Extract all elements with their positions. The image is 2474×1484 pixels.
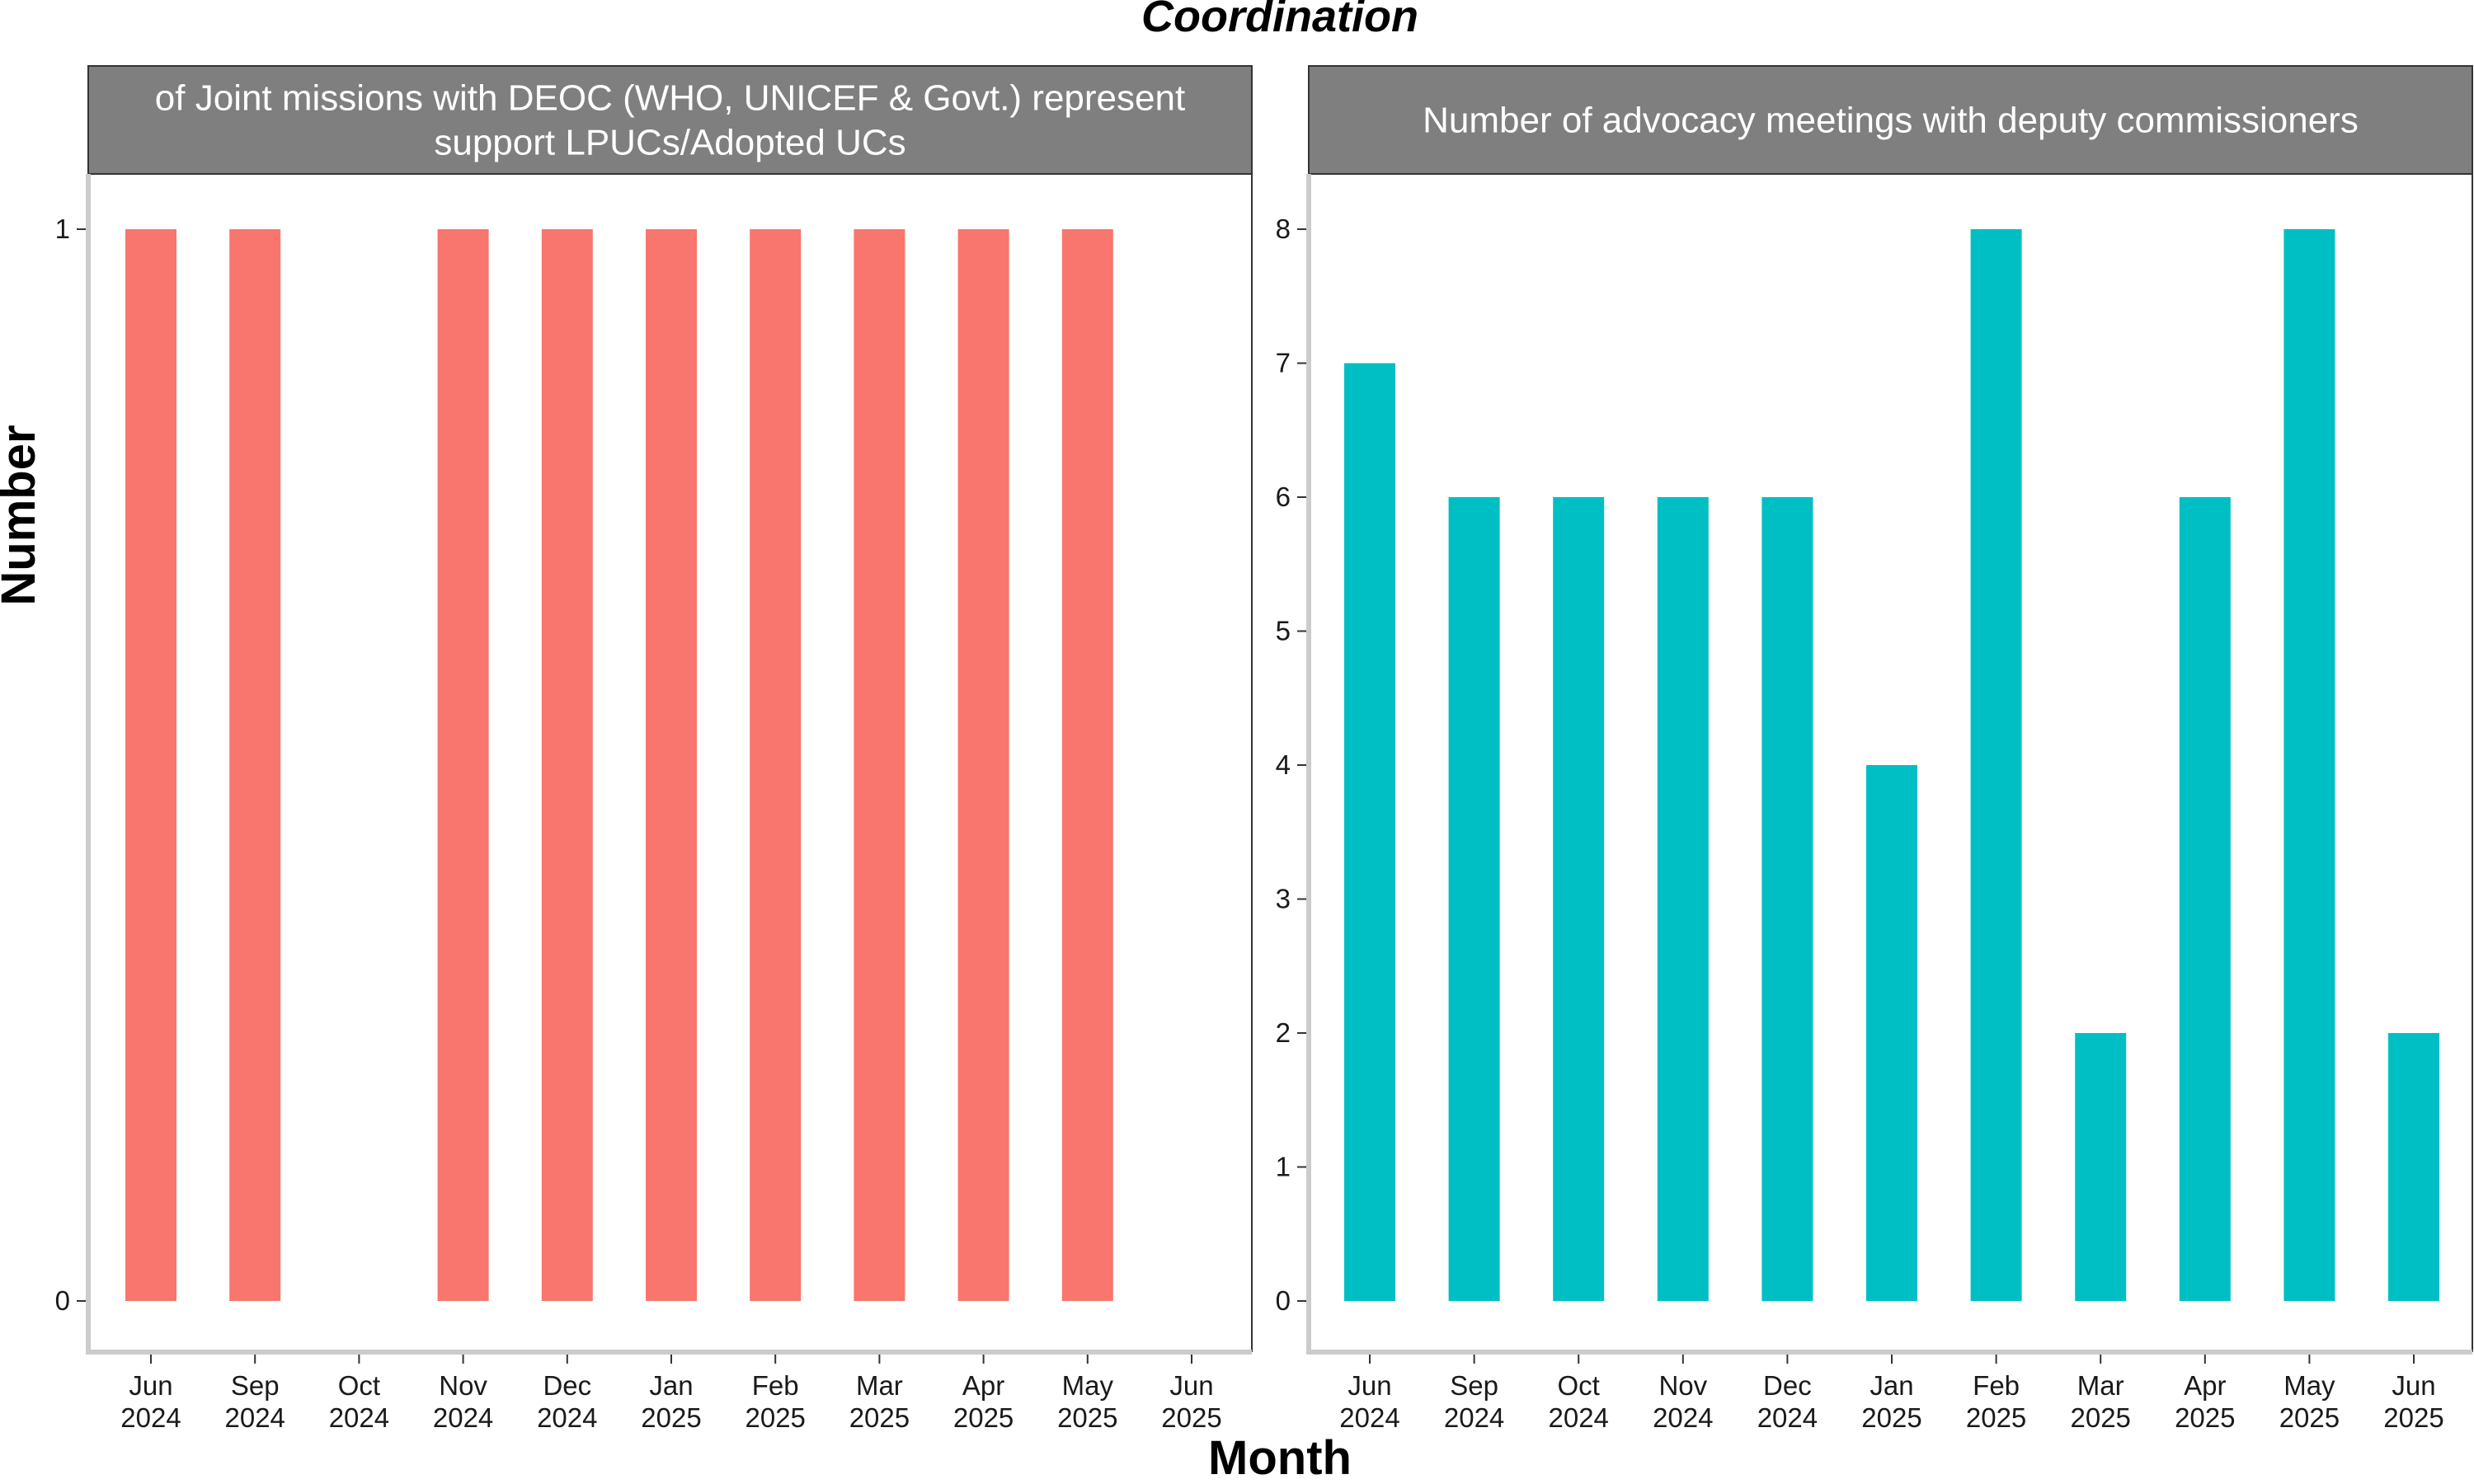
panel-title-line: of Joint missions with DEOC (WHO, UNICEF… <box>155 78 1185 119</box>
x-tick-label-month: May <box>2284 1370 2335 1401</box>
x-tick-label-month: Jun <box>129 1370 172 1401</box>
y-tick-label: 2 <box>1276 1017 1291 1048</box>
bar <box>2179 497 2231 1301</box>
y-tick-label: 3 <box>1276 884 1291 914</box>
x-tick-label-year: 2024 <box>329 1402 389 1433</box>
x-tick-label-year: 2024 <box>1339 1402 1399 1433</box>
x-tick-label-month: Mar <box>856 1370 903 1401</box>
bar <box>750 229 802 1301</box>
x-tick-label-month: Sep <box>231 1370 280 1401</box>
x-tick-label-year: 2025 <box>1966 1402 2026 1433</box>
chart-title: Coordination <box>1141 0 1418 41</box>
x-tick-label-year: 2024 <box>1653 1402 1713 1433</box>
x-tick-label-month: Jun <box>1169 1370 1213 1401</box>
x-tick-label-month: Apr <box>962 1370 1004 1401</box>
bar <box>1061 229 1113 1301</box>
bar <box>854 229 905 1301</box>
x-tick-label-year: 2024 <box>433 1402 493 1433</box>
bar <box>1344 363 1395 1301</box>
x-tick-label-year: 2025 <box>849 1402 910 1433</box>
x-tick-label-year: 2025 <box>1861 1402 1921 1433</box>
x-tick-label-month: Nov <box>439 1370 487 1401</box>
panel-2: Number of advocacy meetings with deputy … <box>1276 65 2473 1433</box>
x-tick-label-year: 2024 <box>537 1402 597 1433</box>
y-tick-label: 7 <box>1276 348 1291 378</box>
y-tick-label: 8 <box>1276 214 1291 244</box>
y-tick-label: 0 <box>55 1285 70 1316</box>
bar <box>2075 1033 2127 1301</box>
bar <box>437 229 489 1301</box>
x-axis-title: Month <box>1208 1431 1352 1484</box>
panel-strip <box>1308 65 2473 175</box>
bar <box>2284 229 2335 1301</box>
x-tick-label-month: Dec <box>543 1370 591 1401</box>
x-tick-label-month: Mar <box>2077 1370 2124 1401</box>
bar <box>1761 497 1813 1301</box>
x-tick-label-year: 2025 <box>1057 1402 1117 1433</box>
x-tick-label-month: Jan <box>1870 1370 1913 1401</box>
bar <box>646 229 697 1301</box>
y-tick-label: 1 <box>1276 1152 1291 1182</box>
y-tick-label: 4 <box>1276 749 1291 780</box>
bar <box>1448 497 1500 1301</box>
x-tick-label-month: Sep <box>1450 1370 1498 1401</box>
x-tick-label-month: Oct <box>1558 1370 1600 1401</box>
panel-title-line: support LPUCs/Adopted UCs <box>434 123 905 163</box>
panel-strip <box>87 65 1253 175</box>
bar <box>1553 497 1605 1301</box>
x-tick-label-year: 2024 <box>120 1402 181 1433</box>
x-tick-label-year: 2024 <box>1757 1402 1818 1433</box>
x-tick-label-month: Oct <box>338 1370 380 1401</box>
x-tick-label-year: 2025 <box>2383 1402 2443 1433</box>
x-tick-label-year: 2024 <box>1444 1402 1504 1433</box>
x-tick-label-year: 2025 <box>2279 1402 2340 1433</box>
x-tick-label-year: 2025 <box>2175 1402 2235 1433</box>
panel-title-line: Number of advocacy meetings with deputy … <box>1423 101 2359 141</box>
x-tick-label-month: May <box>1062 1370 1114 1401</box>
y-tick-label: 0 <box>1276 1285 1291 1316</box>
y-axis-title: Number <box>0 425 45 605</box>
x-tick-label-month: Feb <box>1973 1370 2020 1401</box>
x-tick-label-month: Feb <box>752 1370 799 1401</box>
bar <box>1970 229 2022 1301</box>
bar <box>957 229 1009 1301</box>
bar <box>2388 1033 2439 1301</box>
x-tick-label-month: Nov <box>1658 1370 1707 1401</box>
x-tick-label-year: 2024 <box>1548 1402 1608 1433</box>
y-tick-label: 5 <box>1276 616 1291 646</box>
x-tick-label-month: Dec <box>1763 1370 1812 1401</box>
x-tick-label-year: 2025 <box>953 1402 1014 1433</box>
x-tick-label-year: 2025 <box>745 1402 805 1433</box>
x-tick-label-year: 2025 <box>641 1402 701 1433</box>
bar <box>229 229 281 1301</box>
x-tick-label-month: Jun <box>2392 1370 2435 1401</box>
x-tick-label-month: Jun <box>1348 1370 1391 1401</box>
y-tick-label: 6 <box>1276 481 1291 512</box>
y-tick-label: 1 <box>55 214 70 244</box>
bar <box>541 229 593 1301</box>
x-tick-label-year: 2024 <box>224 1402 285 1433</box>
x-tick-label-year: 2025 <box>2070 1402 2130 1433</box>
x-tick-label-month: Apr <box>2184 1370 2226 1401</box>
x-tick-label-year: 2025 <box>1161 1402 1221 1433</box>
bar <box>1866 765 1917 1301</box>
panels: of Joint missions with DEOC (WHO, UNICEF… <box>55 65 2473 1433</box>
panel-1: of Joint missions with DEOC (WHO, UNICEF… <box>55 65 1253 1433</box>
bar <box>125 229 176 1301</box>
bar <box>1657 497 1709 1301</box>
x-tick-label-month: Jan <box>649 1370 693 1401</box>
